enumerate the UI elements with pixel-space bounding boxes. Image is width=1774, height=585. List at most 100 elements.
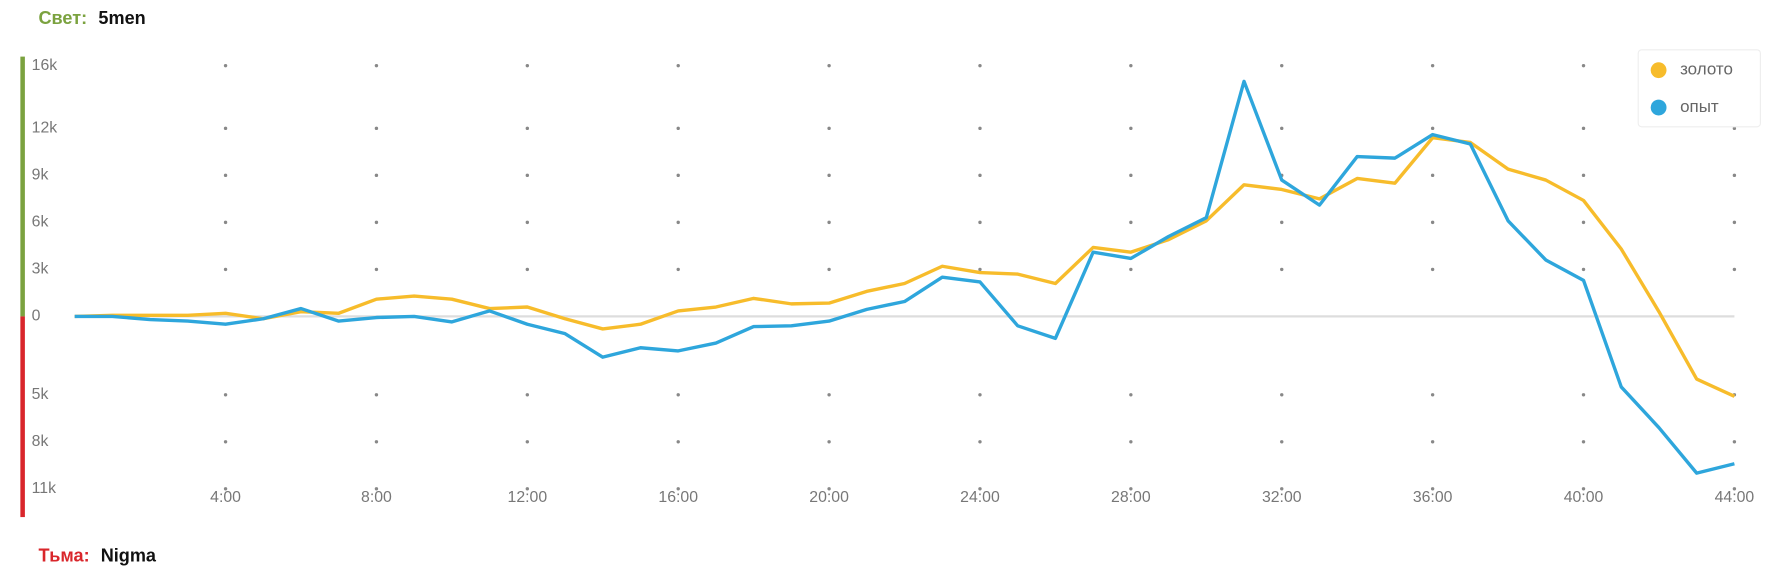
x-tick-label: 8:00 [361,489,392,506]
x-tick-label: 16:00 [658,489,698,506]
grid-dot [1732,220,1737,225]
legend-label: золото [1680,60,1733,79]
grid-dot [1280,440,1284,444]
grid-dot [1581,63,1586,68]
bottom-team-label: Тьма: [38,545,89,565]
grid-dot [1581,440,1586,444]
y-tick-label: 0 [32,308,41,325]
grid-dot [1129,487,1133,491]
grid-dot [827,267,831,272]
grid-dot [978,440,982,444]
grid-dot [1430,487,1435,491]
top-team-name: 5men [98,8,145,28]
grid-dot [374,173,379,178]
grid-dot [525,173,530,178]
x-tick-label: 4:00 [210,489,241,506]
grid-dot [374,487,379,491]
grid-dot [525,220,530,225]
grid-dot [374,63,379,68]
grid-dot [1732,173,1737,178]
grid-dot [827,173,831,178]
grid-dot [525,487,530,491]
y-tick-label: 6k [32,214,49,231]
grid-dot [1280,63,1284,68]
grid-dot [1129,173,1133,178]
grid-dot [1732,487,1737,491]
grid-dot [1280,126,1284,131]
grid-dot [676,440,680,444]
grid-dot [827,63,831,68]
grid-dot [223,393,228,397]
x-tick-label: 44:00 [1715,489,1755,506]
grid-dot [676,487,680,491]
x-tick-label: 32:00 [1262,489,1302,506]
grid-dot [1732,440,1737,444]
x-tick-label: 20:00 [809,489,849,506]
grid-dot [676,393,680,397]
grid-dot [676,220,680,225]
grid-dot [223,267,228,272]
top-side-bar [20,56,25,317]
grid-dot [676,267,680,272]
grid-dot [978,173,982,178]
x-tick-label: 12:00 [508,489,548,506]
grid-dot [1129,126,1133,131]
grid-dot [827,220,831,225]
grid-dot [978,63,982,68]
grid-dot [1430,440,1435,444]
y-tick-label: 9k [32,167,49,184]
grid-dot [525,126,530,131]
y-tick-label: 16k [32,57,58,74]
grid-dot [374,393,379,397]
grid-dot [223,63,228,68]
legend-marker [1650,62,1667,79]
grid-dot [1129,220,1133,225]
grid-dot [1129,267,1133,272]
legend-marker [1650,99,1667,116]
grid-dot [1430,267,1435,272]
grid-dot [827,440,831,444]
grid-dot [223,487,228,491]
grid-dot [676,63,680,68]
grid-dot [978,220,982,225]
grid-dot [1129,393,1133,397]
grid-dot [223,440,228,444]
grid-dot [1581,173,1586,178]
grid-dot [1280,487,1284,491]
series-line [74,79,1735,475]
grid-dot [827,393,831,397]
y-tick-label: 11k [32,480,56,497]
grid-dot [1732,126,1737,131]
top-team-label: Свет: [38,8,87,28]
y-tick-label: 5k [32,386,49,403]
grid-dot [223,220,228,225]
grid-dot [1280,267,1284,272]
grid-dot [1430,220,1435,225]
grid-dot [1581,393,1586,397]
grid-dot [374,220,379,225]
grid-dot [676,126,680,131]
y-tick-label: 3k [32,261,49,278]
grid-dot [374,126,379,131]
y-tick-label: 12k [32,120,58,137]
grid-dot [1430,126,1435,131]
legend-label: опыт [1680,97,1719,116]
grid-dot [223,126,228,131]
x-tick-label: 36:00 [1413,489,1453,506]
grid-dot [1581,220,1586,225]
grid-dot [1280,393,1284,397]
grid-dot [676,173,680,178]
grid-dot [1430,63,1435,68]
grid-dot [1430,393,1435,397]
x-tick-label: 24:00 [960,489,1000,506]
grid-dot [1129,440,1133,444]
y-tick-label: 8k [32,433,49,450]
grid-dot [1280,220,1284,225]
grid-dot [978,487,982,491]
grid-dot [374,440,379,444]
grid-dot [1581,267,1586,272]
bottom-team-name: Nigma [101,545,157,565]
grid-dot [1581,487,1586,491]
